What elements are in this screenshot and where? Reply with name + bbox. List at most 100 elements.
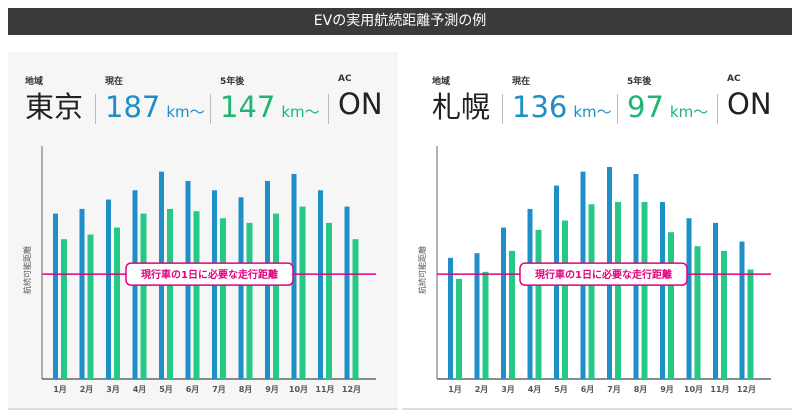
reference-line-label-box xyxy=(519,262,688,286)
bar-five-years xyxy=(641,201,648,379)
five-years-value: 147 xyxy=(220,90,276,124)
ac-value: ON xyxy=(338,87,383,121)
x-tick-label: 11月 xyxy=(710,385,729,394)
divider xyxy=(95,94,96,124)
current-value: 187 xyxy=(105,90,161,124)
bar-five-years xyxy=(721,250,727,379)
bar-current xyxy=(474,253,480,379)
reference-line-label-box xyxy=(125,262,294,286)
ac-label: AC xyxy=(727,74,741,84)
bar-current xyxy=(344,206,350,379)
region-value: 札幌 xyxy=(432,90,491,124)
x-tick-label: 8月 xyxy=(239,385,253,394)
bar-current xyxy=(686,218,692,379)
x-tick-label: 12月 xyxy=(342,385,361,394)
x-tick-label: 4月 xyxy=(528,385,542,394)
bar-current xyxy=(448,257,453,379)
region-label: 地域 xyxy=(25,77,44,87)
tokyo-panel: 地域東京 現在 187 km〜 5年後 147 km〜 AC ON xyxy=(8,52,398,410)
bar-current xyxy=(527,208,533,379)
x-tick-label: 6月 xyxy=(186,385,200,394)
x-tick-label: 9月 xyxy=(660,385,674,394)
bar-five-years xyxy=(588,204,595,379)
bar-current xyxy=(501,227,506,379)
bar-five-years xyxy=(193,211,200,379)
bar-five-years xyxy=(668,232,674,379)
region-value: 東京 xyxy=(25,90,84,124)
bar-current xyxy=(53,213,58,379)
x-tick-label: 5月 xyxy=(554,385,568,394)
ac-value: ON xyxy=(727,87,772,121)
bar-current xyxy=(713,222,718,379)
x-tick-label: 9月 xyxy=(265,385,279,394)
divider xyxy=(617,94,618,124)
current-stat: 現在 187 km〜 xyxy=(105,74,205,128)
ac-label: AC xyxy=(338,74,352,84)
y-axis-label: 航続可能距離 xyxy=(417,246,427,294)
x-tick-label: 5月 xyxy=(159,385,173,394)
bar-five-years xyxy=(220,218,226,379)
unit: km〜 xyxy=(573,103,612,121)
bar-current xyxy=(660,201,665,379)
five-years-label: 5年後 xyxy=(627,77,652,87)
bar-five-years xyxy=(747,269,754,379)
x-tick-label: 1月 xyxy=(448,385,462,394)
divider xyxy=(210,94,211,124)
bar-current xyxy=(238,197,244,379)
five-years-value: 97 xyxy=(627,90,664,124)
bar-five-years xyxy=(114,227,120,379)
ac-stat: AC ON xyxy=(727,74,772,120)
x-tick-label: 7月 xyxy=(607,385,621,394)
bar-current xyxy=(291,173,297,379)
current-label: 現在 xyxy=(512,77,531,87)
x-tick-label: 10月 xyxy=(684,385,703,394)
bar-five-years xyxy=(352,239,359,379)
bar-five-years xyxy=(273,213,279,379)
current-stat: 現在 136 km〜 xyxy=(512,74,612,128)
divider xyxy=(502,94,503,124)
x-tick-label: 8月 xyxy=(634,385,648,394)
divider xyxy=(328,94,329,124)
bar-five-years xyxy=(61,239,67,379)
bar-five-years xyxy=(562,220,568,379)
bar-five-years xyxy=(140,213,147,379)
reference-line-label: 現行車の1日に必要な走行距離 xyxy=(535,268,672,281)
current-label: 現在 xyxy=(105,77,124,87)
divider xyxy=(717,94,718,124)
bar-current xyxy=(106,199,111,379)
five-years-stat: 5年後 147 km〜 xyxy=(220,74,320,128)
bar-five-years xyxy=(246,222,253,379)
region-stat: 地域 札幌 xyxy=(432,74,490,123)
bar-five-years xyxy=(482,271,489,379)
region-stat: 地域 東京 xyxy=(25,74,83,123)
x-tick-label: 2月 xyxy=(80,385,94,394)
unit: km〜 xyxy=(281,103,320,121)
x-tick-label: 1月 xyxy=(53,385,67,394)
ac-stat: AC ON xyxy=(338,74,383,120)
five-years-stat: 5年後 97 km〜 xyxy=(627,74,708,128)
bar-five-years xyxy=(326,222,332,379)
page-title: EVの実用航続距離予測の例 xyxy=(8,8,792,35)
unit: km〜 xyxy=(166,103,205,121)
x-tick-label: 7月 xyxy=(212,385,226,394)
x-tick-label: 10月 xyxy=(289,385,308,394)
bar-five-years xyxy=(694,246,701,379)
x-tick-label: 6月 xyxy=(581,385,595,394)
bar-current xyxy=(739,241,745,379)
x-tick-label: 3月 xyxy=(106,385,120,394)
bar-five-years xyxy=(535,229,542,379)
x-tick-label: 12月 xyxy=(737,385,756,394)
x-tick-label: 4月 xyxy=(133,385,147,394)
bar-current xyxy=(79,208,85,379)
five-years-label: 5年後 xyxy=(220,77,245,87)
bar-five-years xyxy=(615,201,621,379)
region-label: 地域 xyxy=(432,77,451,87)
bar-five-years xyxy=(87,234,94,379)
x-tick-label: 11月 xyxy=(315,385,334,394)
bar-five-years xyxy=(509,250,515,379)
x-tick-label: 2月 xyxy=(475,385,489,394)
bar-five-years xyxy=(456,278,462,379)
reference-line-label: 現行車の1日に必要な走行距離 xyxy=(141,268,278,281)
bar-current xyxy=(318,190,323,379)
